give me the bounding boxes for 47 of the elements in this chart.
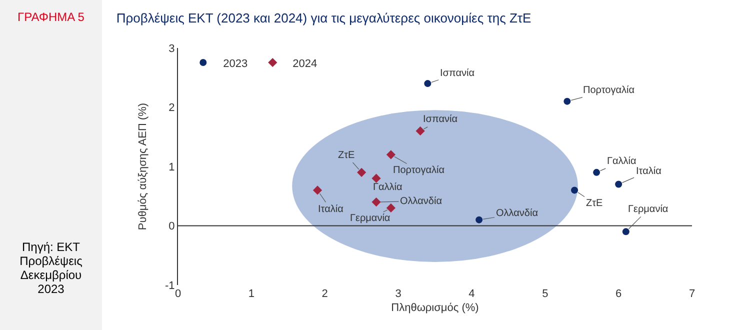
annotation: Ιταλία: [636, 166, 662, 177]
text: ΓΡΑΦΗΜΑ 5: [16, 10, 86, 24]
y-tick-label: -1: [165, 280, 175, 292]
x-tick-label: 4: [468, 288, 475, 300]
y-tick-label: 1: [168, 161, 175, 174]
point: [424, 80, 432, 88]
x-axis-title: Πληθωρισμός (%): [391, 302, 479, 314]
point: [615, 180, 622, 188]
annotation: Ιταλία: [318, 204, 344, 215]
point: [312, 186, 322, 195]
point: [593, 168, 600, 176]
legend-label: 2023: [223, 58, 248, 70]
annotation: Ολλανδία: [496, 208, 538, 219]
annotation: ΖτΕ: [338, 150, 356, 161]
point: [622, 228, 630, 236]
x-tick-label: 1: [248, 288, 254, 300]
annotation: Ολλανδία: [400, 196, 442, 207]
legend-label: 2024: [292, 58, 318, 70]
point: [571, 186, 578, 194]
point: [386, 203, 396, 213]
point: [386, 150, 396, 160]
annotation: Γερμανία: [350, 213, 390, 224]
point: [416, 126, 425, 136]
annotation: Ισπανία: [423, 114, 458, 125]
point: [372, 198, 381, 207]
annotation: Γαλλία: [607, 156, 637, 167]
chart-title: Προβλέψεις ΕΚΤ (2023 και 2024) για τις μεγαλύτερες οικονομίες της ΖτΕ: [116, 10, 532, 26]
y-axis-title: Ρυθμός αύξησης ΑΕΠ (%): [137, 102, 149, 230]
x-tick-label: 3: [395, 288, 402, 300]
point: [476, 216, 483, 224]
point: [372, 174, 381, 183]
y-tick-label: 0: [168, 220, 175, 233]
annotation: Πορτογαλία: [583, 85, 635, 96]
annotation: Πορτογαλία: [393, 165, 445, 176]
annotation: Γαλλία: [373, 182, 403, 193]
x-tick-label: 7: [688, 288, 696, 300]
x-tick-label: 2: [322, 288, 328, 300]
x-tick-label: 6: [616, 288, 622, 300]
x-tick-label: 5: [542, 288, 548, 300]
point: [357, 168, 366, 177]
y-tick-label: 2: [168, 102, 175, 114]
annotation: Γερμανία: [628, 204, 668, 215]
annotation: Ισπανία: [440, 68, 475, 79]
y-tick-label: 3: [168, 42, 175, 55]
text: Πηγή: ΕΚΤ Προβλέψεις Δεκεμβρίου 2023: [18, 240, 84, 296]
point: [564, 98, 571, 105]
annotation: ΖτΕ: [586, 198, 604, 209]
